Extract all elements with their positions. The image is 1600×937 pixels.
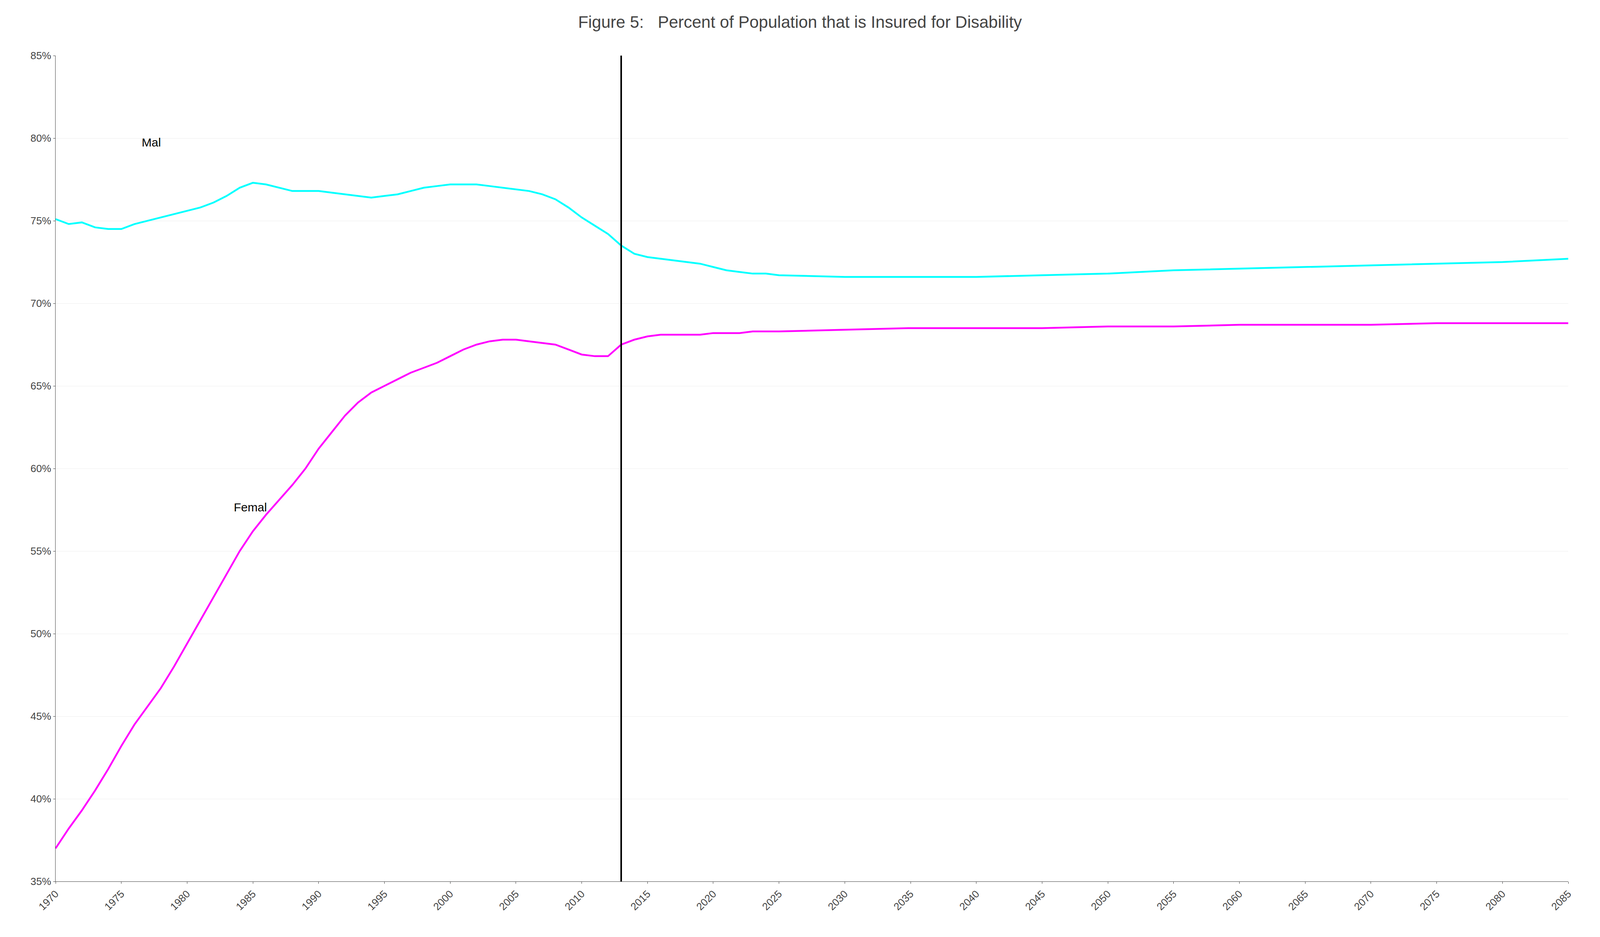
svg-text:85%: 85% [30,49,52,62]
svg-text:2070: 2070 [1351,887,1377,913]
svg-text:2025: 2025 [759,887,785,913]
svg-text:35%: 35% [30,875,52,888]
svg-text:1975: 1975 [102,887,127,913]
svg-text:2005: 2005 [496,887,522,913]
svg-text:2040: 2040 [956,887,982,913]
svg-text:Figure 5: Percent of Populat: Figure 5: Percent of Population that is … [577,12,1022,32]
svg-text:2060: 2060 [1220,887,1245,913]
svg-text:2065: 2065 [1286,887,1311,913]
svg-text:60%: 60% [30,462,52,475]
svg-text:2045: 2045 [1022,887,1048,913]
svg-text:2010: 2010 [562,887,588,913]
svg-text:1980: 1980 [167,887,193,913]
svg-text:2015: 2015 [628,887,653,913]
svg-text:2085: 2085 [1548,887,1574,913]
svg-text:70%: 70% [30,297,52,310]
svg-text:1970: 1970 [36,887,61,913]
svg-text:2055: 2055 [1154,887,1179,913]
svg-text:2080: 2080 [1483,887,1508,913]
svg-text:45%: 45% [30,710,52,723]
svg-text:50%: 50% [30,627,52,640]
svg-text:2020: 2020 [693,887,719,913]
svg-text:2000: 2000 [430,887,456,913]
svg-text:55%: 55% [30,544,52,557]
svg-text:Mal: Mal [141,135,161,149]
svg-text:Femal: Femal [233,500,267,514]
svg-text:1990: 1990 [299,887,324,913]
svg-text:2030: 2030 [825,887,851,913]
svg-text:40%: 40% [30,792,52,805]
svg-text:1985: 1985 [233,887,259,913]
svg-text:75%: 75% [30,214,52,227]
svg-text:2035: 2035 [891,887,916,913]
svg-text:1995: 1995 [365,887,390,913]
svg-text:2050: 2050 [1088,887,1113,913]
svg-text:65%: 65% [30,379,52,392]
svg-text:80%: 80% [30,132,52,145]
svg-text:2075: 2075 [1417,887,1443,913]
